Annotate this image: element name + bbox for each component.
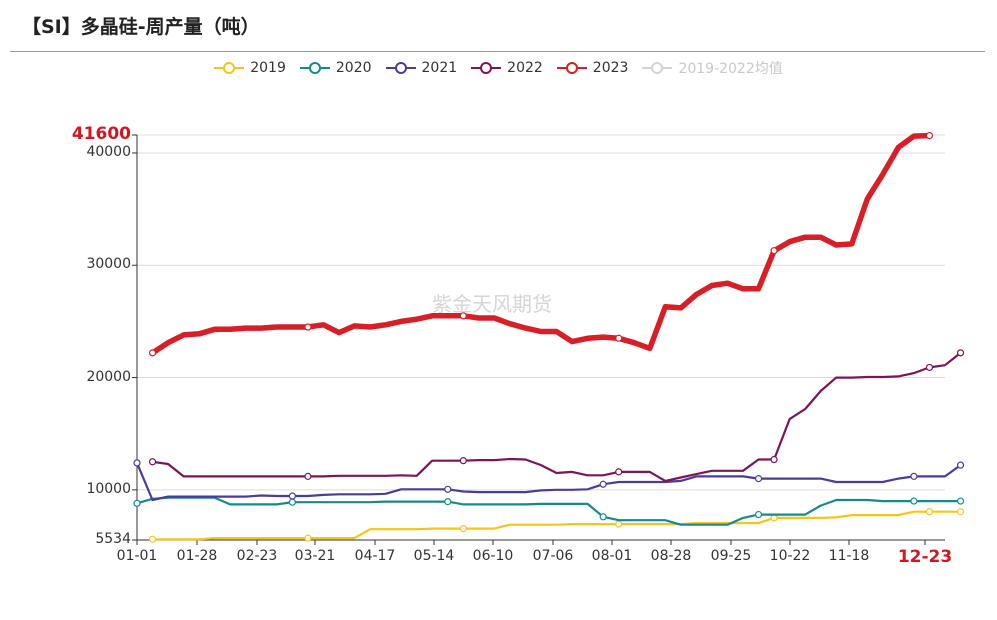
- x-tick-label: 01-28: [176, 548, 218, 564]
- series-point-2023: [459, 312, 467, 320]
- legend-label: 2019-2022均值: [678, 61, 783, 77]
- series-line-2023: [149, 132, 933, 356]
- y-tick-label: 10000: [86, 480, 131, 497]
- series-point-2019: [956, 508, 965, 516]
- series-point-2022: [925, 363, 934, 372]
- series-point-2021: [910, 472, 918, 480]
- series-point-2022: [615, 468, 623, 476]
- x-tick-label: 10-22: [769, 548, 811, 564]
- y-tick-label: 5534: [95, 531, 131, 547]
- series-point-2020: [133, 499, 141, 507]
- chart-legend: 2019 2020 2021 2022 2023 2019-2022均值: [0, 56, 997, 80]
- series-point-2021: [288, 492, 296, 500]
- series-point-2019: [770, 514, 778, 522]
- series-point-2020: [599, 513, 607, 521]
- x-tick-label: 03-21: [294, 548, 336, 564]
- legend-marker-icon: [385, 62, 416, 74]
- legend-item[interactable]: 2022: [471, 60, 543, 76]
- x-tick-label: 11-18: [828, 548, 870, 564]
- x-tick-label: 01-01: [116, 548, 158, 564]
- legend-label: 2020: [335, 60, 372, 76]
- series-point-2021: [956, 461, 965, 469]
- series-point-2021: [599, 480, 607, 488]
- x-tick-label: 04-17: [354, 548, 396, 564]
- series-point-2021: [444, 485, 452, 493]
- legend-item[interactable]: 2019-2022均值: [642, 58, 783, 78]
- series-point-2022: [770, 455, 778, 464]
- x-tick-label: 09-25: [710, 548, 752, 564]
- series-point-2023: [770, 247, 778, 255]
- legend-label: 2023: [592, 60, 629, 76]
- series-point-2020: [754, 510, 763, 519]
- series-line-2021: [135, 461, 962, 502]
- series-line-2022: [151, 351, 962, 482]
- x-tick-label: 05-14: [413, 548, 455, 564]
- series-point-2019: [925, 508, 934, 516]
- series-point-2023: [304, 323, 312, 331]
- legend-item[interactable]: 2020: [299, 60, 372, 76]
- series-point-2020: [910, 497, 918, 505]
- series-point-2021: [754, 475, 763, 483]
- series-point-2020: [288, 498, 296, 506]
- legend-item[interactable]: 2019: [214, 60, 286, 76]
- x-tick-label: 06-10: [472, 548, 514, 564]
- watermark: 紫金天风期货: [432, 292, 552, 316]
- series-point-2022: [304, 472, 312, 480]
- legend-item[interactable]: 2021: [385, 60, 458, 76]
- series-point-2019: [615, 520, 623, 528]
- series-point-2021: [133, 459, 141, 467]
- series-point-2019: [304, 534, 312, 542]
- legend-label: 2019: [250, 60, 286, 76]
- series-point-2023: [615, 334, 623, 342]
- legend-marker-icon: [299, 62, 330, 74]
- y-tick-label: 30000: [86, 256, 131, 273]
- x-tick-label: 07-06: [532, 548, 574, 564]
- y-tick-label: 20000: [86, 368, 131, 385]
- series-line-2020: [135, 496, 962, 526]
- series-point-2022: [148, 458, 157, 466]
- series-point-2019: [148, 535, 157, 543]
- x-tick-label: 12-23: [897, 547, 953, 567]
- series-point-2020: [956, 497, 965, 505]
- legend-marker-icon: [471, 62, 502, 74]
- legend-marker-icon: [642, 62, 673, 74]
- series-line-2019: [151, 510, 962, 541]
- legend-marker-icon: [556, 62, 587, 74]
- legend-marker-icon: [214, 62, 245, 74]
- series-point-2022: [459, 457, 467, 465]
- y-tick-label: 41600: [71, 124, 131, 144]
- page-title: 【SI】多晶硅-周产量（吨）: [22, 16, 260, 38]
- title-divider: [10, 51, 985, 52]
- legend-label: 2021: [421, 60, 458, 76]
- series-point-2020: [444, 498, 452, 506]
- series-point-2023: [925, 131, 934, 140]
- series-point-2019: [459, 524, 467, 533]
- y-tick-label: 40000: [86, 143, 131, 160]
- x-tick-label: 02-23: [236, 548, 278, 564]
- series-point-2023: [148, 349, 157, 357]
- legend-label: 2022: [507, 60, 543, 76]
- x-tick-label: 08-28: [650, 548, 692, 564]
- series-point-2022: [956, 349, 965, 357]
- x-tick-label: 08-01: [591, 548, 633, 564]
- legend-item[interactable]: 2023: [556, 60, 629, 76]
